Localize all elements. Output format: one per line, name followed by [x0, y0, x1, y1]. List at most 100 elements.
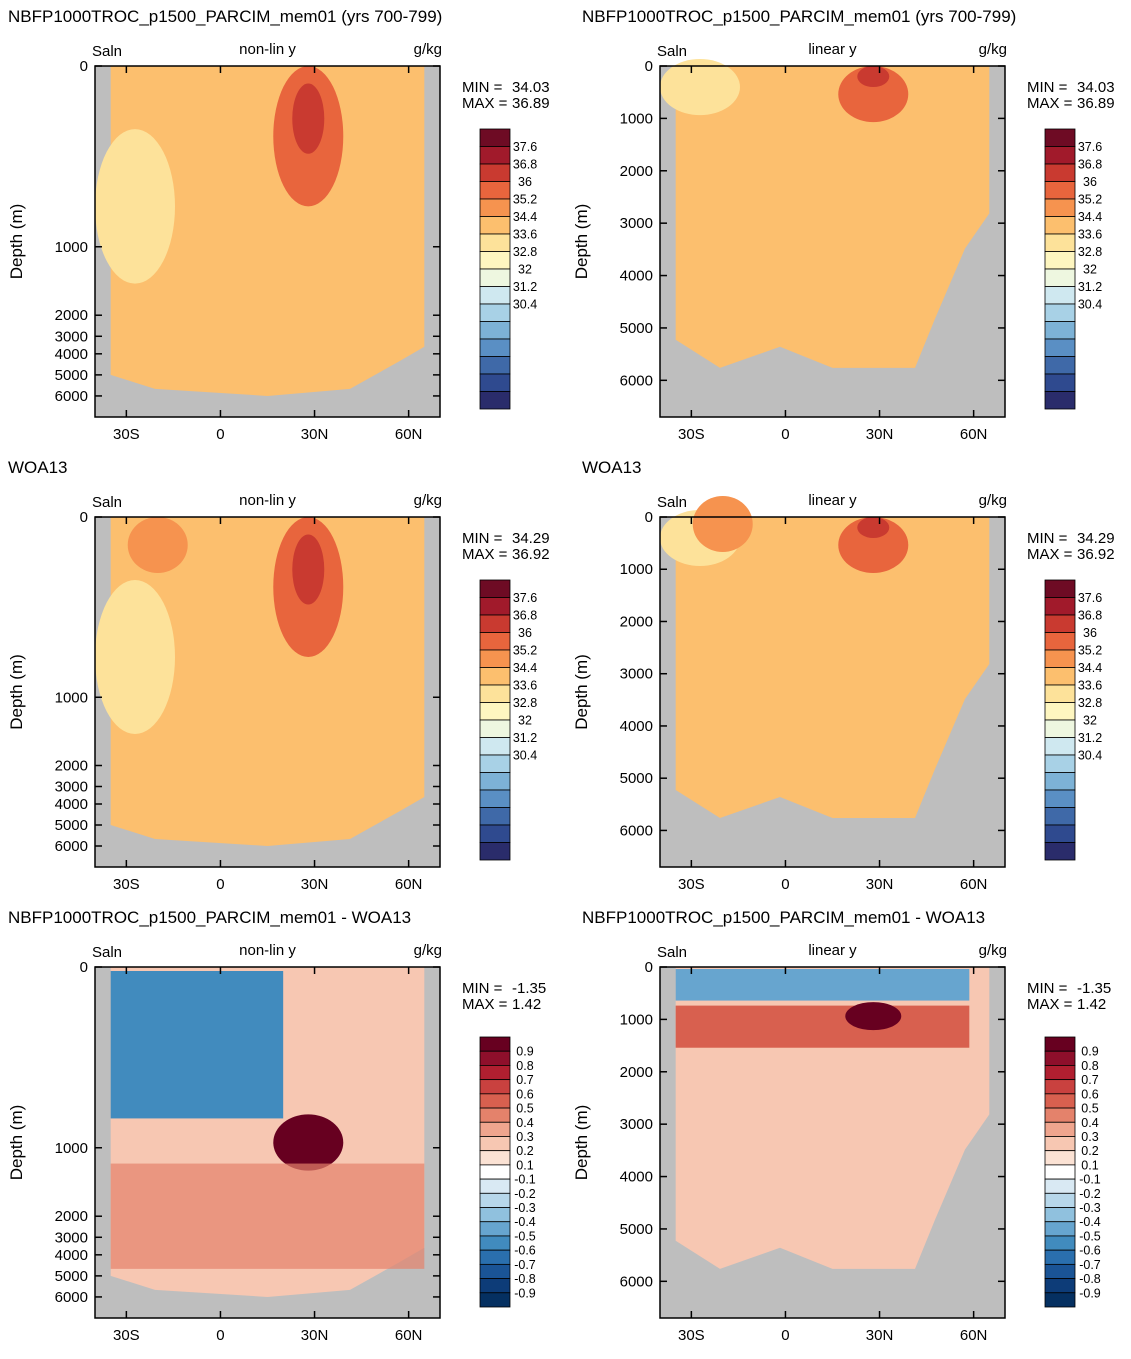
ocean-base	[110, 66, 425, 396]
colorbar-swatch	[479, 789, 511, 808]
colorbar-swatch	[479, 286, 511, 305]
colorbar-swatch	[1044, 321, 1076, 340]
colorbar-label: -0.7	[514, 1258, 536, 1272]
max-label: MAX =	[462, 996, 508, 1013]
colorbar-label: 0.2	[1081, 1144, 1098, 1158]
units-label: g/kg	[414, 41, 442, 58]
colorbar-swatch	[479, 632, 511, 651]
colorbar-label: 36.8	[1078, 609, 1102, 623]
colorbar: 37.6 36.8 36 35.2 34.4 33.6 32.8 32 31.2 30.4	[479, 579, 537, 861]
y-tick-label: 0	[645, 58, 653, 75]
colorbar-swatch	[1044, 1150, 1076, 1166]
x-tick-label: 30N	[866, 1327, 894, 1344]
colorbar-swatch	[479, 303, 511, 322]
colorbar-label: -0.1	[514, 1173, 536, 1187]
colorbar-swatch	[1044, 1164, 1076, 1180]
colorbar-label: 32.8	[513, 245, 537, 259]
y-tick-label: 0	[80, 58, 88, 75]
colorbar-swatch	[1044, 1249, 1076, 1265]
colorbar-label: -0.9	[1079, 1286, 1101, 1300]
colorbar-label: 0.1	[1081, 1158, 1098, 1172]
colorbar-swatch	[1044, 1278, 1076, 1294]
colorbar-label: 35.2	[513, 193, 537, 207]
max-label: MAX =	[1027, 546, 1073, 563]
colorbar-label: 32.8	[1078, 696, 1102, 710]
salty-max	[292, 534, 325, 605]
x-tick-label: 30S	[113, 426, 140, 443]
ocean-field	[95, 517, 425, 846]
colorbar-swatch	[1044, 807, 1076, 826]
y-tick-label: 1000	[620, 561, 653, 578]
colorbar-swatch	[1044, 614, 1076, 633]
colorbar-label: -0.4	[514, 1215, 536, 1229]
colorbar-swatch	[479, 1235, 511, 1251]
colorbar-label: 0.9	[516, 1045, 533, 1059]
ocean-base	[675, 517, 990, 818]
x-tick-label: 30N	[301, 1327, 329, 1344]
colorbar-swatch	[479, 1065, 511, 1081]
colorbar-swatch	[1044, 373, 1076, 392]
colorbar-swatch	[1044, 632, 1076, 651]
variable-label: Saln	[657, 944, 687, 961]
yscale-label: linear y	[808, 942, 857, 959]
max-value: 1.42	[1077, 996, 1106, 1013]
colorbar-swatch	[479, 1050, 511, 1066]
colorbar-swatch	[479, 824, 511, 843]
colorbar-swatch	[479, 807, 511, 826]
min-value: -1.35	[512, 980, 546, 997]
units-label: g/kg	[414, 942, 442, 959]
colorbar-label: 31.2	[513, 280, 537, 294]
colorbar-swatch	[479, 1221, 511, 1237]
min-label: MIN =	[462, 79, 503, 96]
salty-max	[292, 83, 325, 154]
max-label: MAX =	[1027, 95, 1073, 112]
colorbar-swatch	[479, 684, 511, 703]
y-tick-label: 6000	[620, 822, 653, 839]
variable-label: Saln	[92, 43, 122, 60]
x-tick-label: 30N	[301, 876, 329, 893]
colorbar-label: 0.1	[516, 1158, 533, 1172]
colorbar-swatch	[1044, 1221, 1076, 1237]
min-value: 34.29	[512, 530, 550, 547]
colorbar-swatch	[1044, 1292, 1076, 1308]
panel-p2: NBFP1000TROC_p1500_PARCIM_mem01 (yrs 700…	[572, 7, 1115, 443]
colorbar-swatch	[479, 1207, 511, 1223]
colorbar-swatch	[1044, 1192, 1076, 1208]
colorbar-label: 31.2	[1078, 280, 1102, 294]
units-label: g/kg	[979, 41, 1007, 58]
colorbar-swatch	[1044, 684, 1076, 703]
colorbar-swatch	[479, 1249, 511, 1265]
colorbar-swatch	[479, 1192, 511, 1208]
colorbar-swatch	[479, 128, 511, 147]
colorbar-swatch	[479, 391, 511, 410]
colorbar-swatch	[479, 163, 511, 182]
colorbar-swatch	[479, 1164, 511, 1180]
panel-title: NBFP1000TROC_p1500_PARCIM_mem01 (yrs 700…	[582, 7, 1016, 26]
colorbar-swatch	[1044, 1235, 1076, 1251]
variable-label: Saln	[657, 43, 687, 60]
colorbar-swatch	[1044, 391, 1076, 410]
deep-salty-bias	[110, 1163, 425, 1269]
ocean-field	[95, 66, 425, 396]
x-tick-label: 30S	[678, 426, 705, 443]
y-tick-label: 5000	[55, 367, 88, 384]
yscale-label: non-lin y	[239, 492, 296, 509]
y-axis-label: Depth (m)	[572, 204, 591, 280]
ocean-field	[660, 496, 990, 818]
colorbar-label: -0.8	[1079, 1272, 1101, 1286]
y-tick-label: 1000	[620, 110, 653, 127]
y-tick-label: 2000	[620, 613, 653, 630]
colorbar-label: -0.4	[1079, 1215, 1101, 1229]
colorbar-label: 31.2	[1078, 731, 1102, 745]
colorbar-label: -0.2	[1079, 1187, 1101, 1201]
colorbar-swatch	[1044, 754, 1076, 773]
colorbar-swatch	[1044, 216, 1076, 235]
salty-max	[857, 66, 890, 88]
ocean-field	[110, 967, 425, 1297]
colorbar-swatch	[1044, 181, 1076, 200]
colorbar-swatch	[479, 1136, 511, 1152]
y-axis-label: Depth (m)	[7, 654, 26, 730]
colorbar-label: -0.9	[514, 1286, 536, 1300]
colorbar-swatch	[479, 1036, 511, 1052]
